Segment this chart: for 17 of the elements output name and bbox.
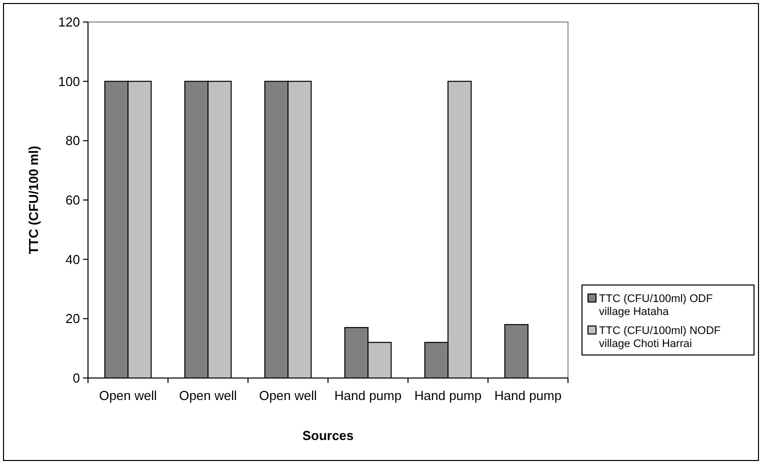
y-tick-label: 60 <box>66 192 80 208</box>
x-tick-label: Open well <box>99 388 158 403</box>
x-tick-label: Open well <box>259 388 318 403</box>
x-tick-label: Open well <box>179 388 238 403</box>
y-tick-label: 40 <box>66 252 80 267</box>
x-axis-title: Sources <box>302 428 354 443</box>
x-tick-label: Hand pump <box>494 388 562 403</box>
legend-label: TTC (CFU/100ml) NODF village Choti Harrai <box>599 325 721 350</box>
y-tick-label: 100 <box>58 74 80 89</box>
y-axis-title: TTC (CFU/100 ml) <box>26 146 41 254</box>
y-tick-label: 120 <box>58 14 80 30</box>
y-tick-label: 0 <box>72 370 80 386</box>
legend-label: TTC (CFU/100ml) ODF village Hataha <box>599 293 713 318</box>
y-tick-label: 20 <box>66 311 80 326</box>
y-tick-label: 80 <box>66 133 80 148</box>
x-tick-label: Hand pump <box>414 388 482 403</box>
x-tick-label: Hand pump <box>334 388 402 403</box>
